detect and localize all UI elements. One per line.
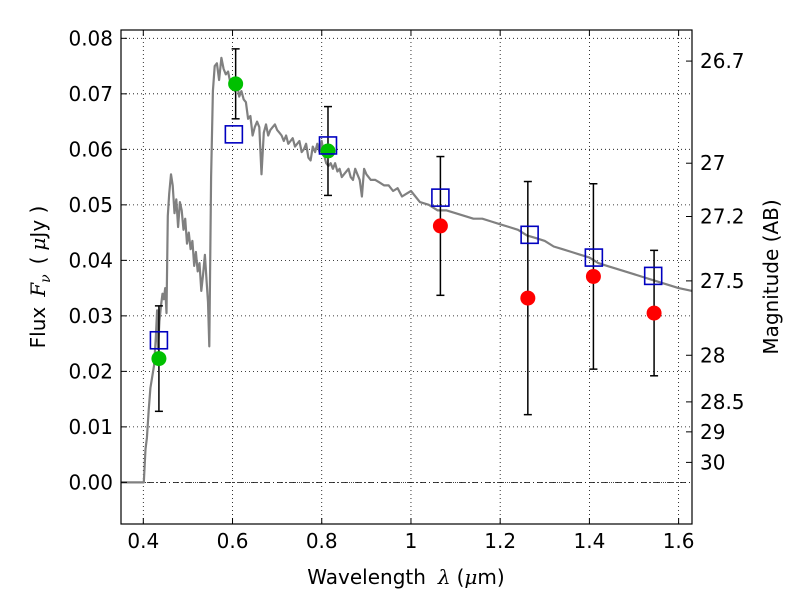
x-tick-label: 1.4 xyxy=(573,529,605,553)
plot-frame xyxy=(120,29,693,525)
y-axis-symbol-f: F xyxy=(26,282,50,298)
x-axis-unit-mu: μ xyxy=(464,565,477,589)
y-tick-label: 0.02 xyxy=(68,359,113,383)
x-axis-unit-rest: m) xyxy=(477,565,504,589)
observed-point xyxy=(432,218,448,234)
model-square xyxy=(149,330,169,350)
y-tick-label: 0.00 xyxy=(68,470,113,494)
y-axis-title-text: Flux xyxy=(26,307,50,349)
observed-points xyxy=(151,76,662,367)
y-tick-label: 0.04 xyxy=(68,248,113,272)
observed-point xyxy=(646,305,662,321)
y-tick-label: 0.03 xyxy=(68,304,113,328)
y-tick-label: 0.08 xyxy=(68,26,113,50)
model-squares xyxy=(149,125,663,350)
x-tick-label: 0.8 xyxy=(306,529,338,553)
x-axis-unit-open: ( xyxy=(457,565,465,589)
y2-tick-label: 27 xyxy=(700,151,725,175)
y-axis-unit-rest: Jy ) xyxy=(26,206,50,240)
observed-point xyxy=(228,76,244,92)
observed-point xyxy=(151,351,167,367)
y-axis-unit-open: ( xyxy=(26,257,50,265)
y2-tick-label: 27.2 xyxy=(700,204,745,228)
observed-point xyxy=(320,143,336,159)
x-axis-title-text: Wavelength xyxy=(307,565,426,589)
x-tick-label: 0.6 xyxy=(217,529,249,553)
model-spectrum xyxy=(121,56,693,484)
model-square xyxy=(643,266,663,286)
y2-axis: 26.7 27 27.2 27.5 28 28.5 29 30 xyxy=(686,49,745,474)
y-tick-label: 0.07 xyxy=(68,82,113,106)
x-tick-label: 1.2 xyxy=(484,529,516,553)
y-tick-label: 0.01 xyxy=(68,415,113,439)
model-square xyxy=(520,225,539,245)
model-square xyxy=(431,188,450,207)
x-tick-label: 1.6 xyxy=(663,529,695,553)
x-axis-lambda: λ xyxy=(437,565,451,589)
model-square xyxy=(318,136,338,155)
y2-tick-label: 30 xyxy=(700,450,725,474)
y-tick-label: 0.06 xyxy=(68,137,113,161)
model-square xyxy=(584,248,604,267)
y-tick-label: 0.05 xyxy=(68,193,113,217)
y2-axis-title: Magnitude (AB) xyxy=(759,199,783,354)
error-bars xyxy=(154,48,659,416)
y-axis-symbol-nu: ν xyxy=(38,274,54,283)
x-tick-label: 0.4 xyxy=(127,529,159,553)
y-axis-title: Flux Fν ( μJy ) xyxy=(26,206,54,349)
y2-tick-label: 29 xyxy=(700,420,725,444)
y2-tick-label: 26.7 xyxy=(700,49,745,73)
y-axis: 0.00 0.01 0.02 0.03 0.04 0.05 0.06 0.07 0.08 xyxy=(68,26,127,494)
model-spectrum-line xyxy=(121,56,693,484)
x-tick-label: 1 xyxy=(405,529,418,553)
observed-point xyxy=(520,290,536,306)
x-axis-title: Wavelength λ (μm) xyxy=(307,565,504,589)
y2-tick-label: 27.5 xyxy=(700,269,745,293)
observed-point xyxy=(585,268,601,284)
x-axis: 0.4 0.6 0.8 1 1.2 1.4 1.6 xyxy=(127,30,695,553)
y-axis-unit-mu: μ xyxy=(26,238,50,251)
model-square xyxy=(224,125,244,144)
y2-tick-label: 28 xyxy=(700,343,725,367)
y2-tick-label: 28.5 xyxy=(700,390,745,414)
